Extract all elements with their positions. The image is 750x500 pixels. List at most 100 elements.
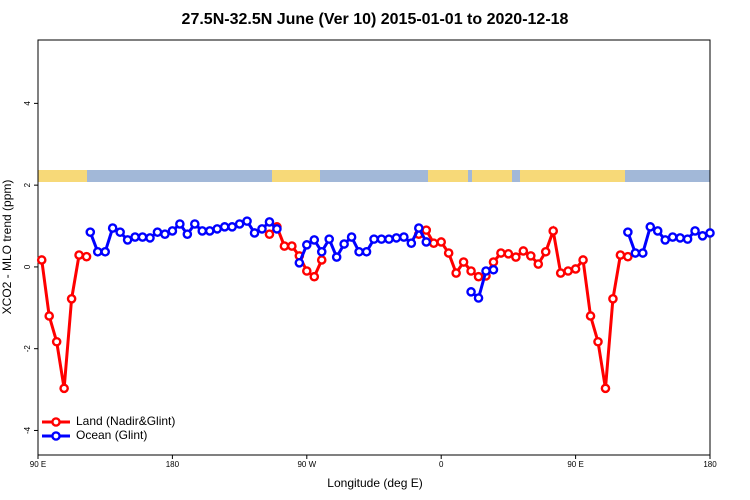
data-point: [466, 266, 476, 276]
data-point: [436, 237, 447, 247]
legend-label: Ocean (Glint): [76, 428, 147, 442]
data-point: [219, 222, 230, 232]
data-point: [615, 250, 626, 260]
x-tick-label: 90 E: [567, 460, 583, 469]
series-line: [40, 253, 87, 389]
data-point: [59, 383, 69, 394]
data-point: [413, 223, 424, 233]
data-point: [503, 249, 514, 259]
legend-marker: [51, 417, 61, 427]
data-point: [623, 251, 633, 262]
data-point: [593, 336, 603, 347]
data-point: [257, 224, 267, 234]
data-point: [645, 222, 656, 232]
data-point: [204, 226, 215, 236]
data-point: [279, 241, 290, 251]
y-tick-label: 2: [23, 182, 32, 187]
x-tick-label: 90 W: [297, 460, 316, 469]
data-point: [309, 271, 320, 282]
y-tick-label: 0: [23, 264, 32, 269]
data-point: [36, 255, 47, 265]
data-point: [309, 235, 320, 245]
data-point: [623, 227, 633, 237]
data-point: [74, 250, 84, 260]
data-point: [85, 227, 96, 237]
data-point: [324, 234, 335, 244]
data-point: [115, 227, 125, 237]
data-point: [399, 232, 409, 242]
data-point: [107, 223, 118, 233]
data-point: [578, 255, 588, 265]
data-point: [675, 233, 685, 243]
x-tick-label: 180: [703, 460, 717, 469]
data-point: [272, 224, 282, 234]
y-axis-title: XCO2 - MLO trend (ppm): [0, 180, 14, 315]
data-point: [44, 311, 55, 321]
data-point: [242, 216, 252, 226]
data-point: [630, 248, 641, 258]
data-point: [548, 226, 559, 236]
data-point: [301, 240, 312, 250]
data-point: [585, 311, 596, 321]
data-point: [443, 248, 454, 258]
data-point: [122, 235, 133, 245]
data-point: [533, 259, 544, 269]
y-tick-label: -2: [23, 345, 32, 353]
data-point: [451, 268, 461, 278]
data-point: [354, 246, 364, 257]
data-point: [152, 227, 163, 237]
data-point: [667, 232, 678, 242]
data-point: [175, 219, 185, 229]
data-point: [496, 248, 506, 258]
data-point: [600, 383, 611, 394]
data-point: [488, 264, 499, 275]
y-tick-label: 4: [23, 101, 32, 106]
data-point: [81, 251, 92, 262]
data-point: [346, 232, 357, 242]
data-point: [421, 225, 432, 235]
data-point: [339, 239, 349, 249]
data-point: [608, 294, 618, 304]
data-point: [287, 241, 297, 251]
data-point: [264, 217, 275, 227]
data-point: [652, 226, 663, 236]
data-point: [466, 287, 476, 297]
data-point: [316, 246, 327, 257]
data-point: [428, 238, 439, 249]
data-point: [391, 233, 402, 243]
data-point: [511, 252, 521, 262]
legend-label: Land (Nadir&Glint): [76, 414, 175, 428]
data-point: [690, 226, 700, 236]
series: [36, 222, 633, 394]
data-point: [473, 293, 484, 303]
x-tick-label: 180: [166, 460, 180, 469]
series-line: [268, 224, 324, 280]
data-point: [540, 246, 551, 257]
data-point: [376, 234, 387, 244]
data-point: [705, 228, 715, 238]
x-axis-title: Longitude (deg E): [327, 476, 422, 490]
x-tick-label: 0: [439, 460, 444, 469]
data-point: [526, 251, 536, 261]
legend: Land (Nadir&Glint)Ocean (Glint): [42, 414, 175, 442]
chart-title: 27.5N-32.5N June (Ver 10) 2015-01-01 to …: [182, 11, 569, 28]
data-point: [189, 219, 200, 229]
data-point: [570, 264, 581, 274]
data-point: [212, 224, 222, 234]
data-point: [473, 271, 484, 282]
plot-frame: [37, 39, 711, 456]
data-point: [301, 266, 312, 276]
data-point: [660, 235, 671, 245]
data-point: [369, 234, 379, 244]
data-point: [384, 234, 394, 244]
data-point: [160, 229, 170, 240]
data-point: [130, 232, 140, 242]
data-point: [481, 266, 491, 276]
data-point: [331, 252, 342, 262]
data-point: [227, 222, 237, 232]
data-point: [563, 266, 573, 276]
series: [85, 216, 715, 303]
data-point: [51, 336, 62, 347]
